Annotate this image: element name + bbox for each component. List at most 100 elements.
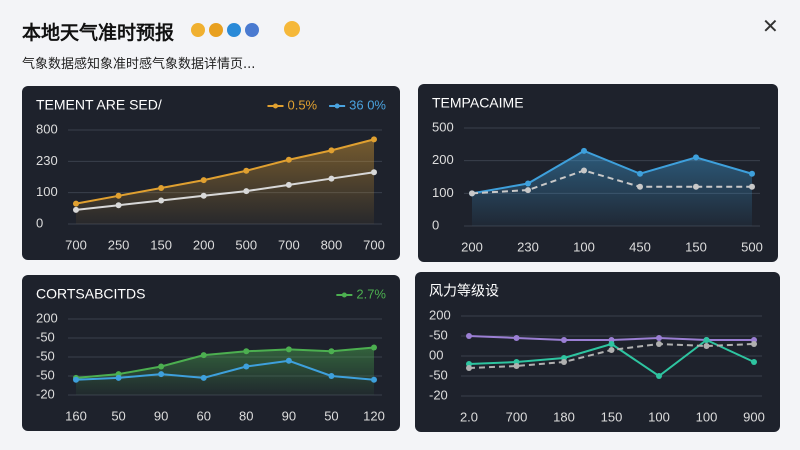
point [200, 177, 207, 184]
x-tick-label: 250 [108, 237, 130, 252]
point [328, 373, 335, 379]
point [115, 374, 122, 381]
x-tick-label: 60 [196, 408, 210, 423]
point [73, 376, 79, 383]
point [466, 333, 472, 339]
point [581, 147, 587, 154]
y-tick-label: 0 [36, 215, 43, 230]
point [115, 192, 122, 199]
x-tick-label: 90 [282, 408, 296, 423]
point [158, 184, 165, 191]
x-tick-label: 700 [506, 409, 528, 424]
point [525, 180, 531, 187]
y-tick-label: 230 [36, 153, 58, 168]
x-tick-label: 200 [461, 239, 483, 254]
chart-panel: 风力等级设 -20 -50 00 -50 200 2.0 700 180 150 100 100 900 [415, 272, 780, 432]
x-tick-label: 160 [65, 408, 87, 423]
point [751, 359, 757, 365]
x-tick-label: 100 [648, 409, 670, 424]
y-tick-label: -50 [36, 348, 55, 363]
close-button[interactable]: ✕ [762, 14, 779, 38]
point [466, 365, 472, 371]
x-tick-label: 150 [601, 409, 623, 424]
point [656, 373, 662, 379]
chart-title: TEMPACAIME [432, 95, 524, 111]
point [328, 348, 335, 355]
point [200, 352, 207, 359]
chart-panel: TEMENT ARE SED/0 100 230 800 700 250 150 200 500… [22, 86, 400, 260]
point [513, 363, 520, 369]
x-tick-label: 2.0 [460, 409, 478, 424]
y-tick-label: -20 [36, 386, 55, 401]
point [637, 170, 643, 177]
y-tick-label: -50 [36, 367, 55, 382]
x-tick-label: 50 [111, 408, 125, 423]
x-tick-label: 90 [154, 408, 168, 423]
x-tick-label: 230 [517, 239, 539, 254]
point [749, 170, 755, 177]
subtitle: 气象数据感知象准时感气象数据详情页... [22, 57, 256, 72]
point [73, 206, 79, 213]
point [637, 183, 643, 190]
x-tick-label: 800 [321, 237, 343, 252]
x-tick-label: 450 [629, 239, 651, 254]
point [285, 156, 292, 163]
y-tick-label: 100 [432, 185, 454, 200]
area [76, 139, 374, 224]
point [703, 343, 710, 349]
x-tick-label: 100 [573, 239, 595, 254]
point [328, 147, 335, 154]
x-tick-label: 900 [743, 409, 765, 424]
y-tick-label: -50 [429, 327, 448, 342]
point [561, 359, 567, 365]
series-line [75, 346, 375, 379]
point [243, 348, 250, 355]
point [285, 181, 292, 188]
y-tick-label: 200 [429, 307, 451, 322]
point [371, 376, 377, 383]
y-tick-label: 200 [36, 310, 58, 325]
x-tick-label: 180 [553, 409, 575, 424]
x-tick-label: 120 [363, 408, 385, 423]
point [749, 183, 755, 190]
series-line [75, 138, 375, 205]
point [469, 190, 475, 197]
x-tick-label: 700 [363, 237, 385, 252]
area [472, 150, 752, 226]
x-tick-label: 200 [193, 237, 215, 252]
point [158, 197, 165, 204]
point [581, 167, 587, 174]
point [525, 187, 531, 194]
x-tick-label: 150 [685, 239, 707, 254]
point [693, 183, 699, 190]
weather-icons [191, 21, 300, 37]
point [158, 363, 165, 370]
series-line [471, 149, 753, 195]
series-line [75, 171, 375, 211]
point [608, 347, 615, 353]
point [561, 337, 567, 343]
x-tick-label: 700 [278, 237, 300, 252]
legend-dot [272, 103, 278, 109]
point [371, 136, 377, 143]
point [158, 371, 165, 378]
title: 本地天气准时预报 [22, 22, 175, 44]
point [703, 337, 710, 343]
point [73, 200, 79, 207]
chart-title: 风力等级设 [429, 283, 499, 299]
chart-panel: TEMPACAIME 0 100 200 500 200 230 100 450 150 500 [418, 84, 778, 262]
point [371, 169, 377, 176]
chart-title: CORTSABCITDS [36, 286, 145, 302]
point [243, 363, 250, 370]
x-tick-label: 150 [150, 237, 172, 252]
x-tick-label: 50 [324, 408, 338, 423]
point [243, 188, 250, 195]
series-line [75, 359, 375, 381]
point [656, 341, 662, 347]
chart-title: TEMENT ARE SED/ [36, 97, 162, 113]
chart-panel: CORTSABCITDS -20 -50 -50 -50 200 160 50 90 60 80 90… [22, 275, 400, 431]
point [285, 357, 292, 364]
point [693, 154, 699, 161]
y-tick-label: -20 [429, 387, 448, 402]
point [285, 346, 292, 353]
